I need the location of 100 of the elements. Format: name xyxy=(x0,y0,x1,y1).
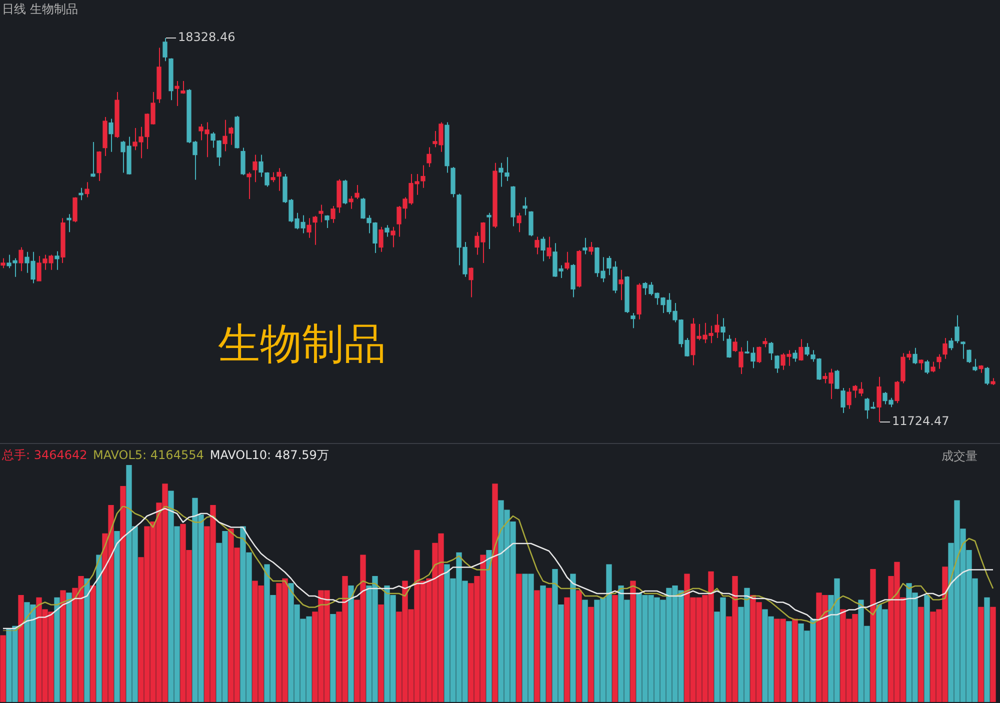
candlestick xyxy=(342,179,348,205)
candlestick xyxy=(378,226,384,252)
bar xyxy=(792,618,798,702)
candlestick xyxy=(738,346,744,374)
bar xyxy=(612,595,618,702)
bar xyxy=(540,586,546,702)
bar xyxy=(18,595,24,702)
candlestick xyxy=(540,236,546,262)
bar xyxy=(66,592,72,702)
candlestick xyxy=(468,267,474,298)
bar xyxy=(90,586,96,702)
candlestick xyxy=(732,337,738,352)
candlestick xyxy=(930,361,936,373)
candlestick xyxy=(318,204,324,223)
text: 总手: 3464642 xyxy=(2,448,88,462)
candlestick xyxy=(516,212,522,233)
candlestick xyxy=(762,337,768,348)
candlestick xyxy=(54,250,60,270)
annotation: 18328.46 xyxy=(178,30,236,44)
candlestick xyxy=(834,369,840,390)
candlestick xyxy=(564,251,570,270)
chart-title: 日线 生物制品 xyxy=(2,1,78,18)
bar xyxy=(546,588,552,702)
candlestick xyxy=(210,132,216,148)
candlestick xyxy=(714,314,720,338)
candlestick xyxy=(354,184,360,200)
candlestick xyxy=(912,347,918,365)
candlestick xyxy=(726,334,732,358)
bar xyxy=(114,531,120,702)
candlestick xyxy=(960,340,966,360)
bar xyxy=(588,606,594,702)
candlestick xyxy=(270,172,276,183)
candlestick xyxy=(96,150,102,182)
bar xyxy=(348,586,354,702)
candlestick xyxy=(312,215,318,246)
candlestick xyxy=(348,196,354,210)
candlestick xyxy=(306,218,312,238)
text: MAVOL10: 487.59万 xyxy=(210,448,329,462)
candlestick xyxy=(798,338,804,362)
candlestick xyxy=(486,212,492,250)
candlestick xyxy=(240,147,246,176)
bar xyxy=(918,606,924,702)
candlestick xyxy=(264,172,270,188)
bar xyxy=(330,614,336,702)
candlestick xyxy=(720,318,726,342)
candlestick xyxy=(894,380,900,404)
candlestick xyxy=(246,172,252,200)
bar xyxy=(54,597,60,702)
candlestick xyxy=(162,38,168,62)
candlestick xyxy=(528,210,534,237)
candlestick xyxy=(390,226,396,248)
candlestick xyxy=(792,350,798,362)
candlestick xyxy=(330,205,336,224)
bar xyxy=(990,606,996,702)
candlestick xyxy=(768,342,774,361)
annotation: 生物制品 xyxy=(218,318,386,370)
candlestick xyxy=(222,119,228,152)
bar xyxy=(978,606,984,702)
bar xyxy=(0,635,6,702)
candlestick xyxy=(324,214,330,229)
candlestick xyxy=(216,140,222,166)
bar xyxy=(516,574,522,702)
bar xyxy=(60,590,66,702)
candlestick xyxy=(276,168,282,192)
candlestick xyxy=(582,237,588,255)
candlestick xyxy=(840,387,846,414)
candlestick xyxy=(18,246,24,272)
candlestick xyxy=(942,337,948,360)
candlestick xyxy=(522,196,528,216)
candlestick xyxy=(984,366,990,386)
bar xyxy=(120,486,126,702)
bar xyxy=(96,554,102,702)
candlestick xyxy=(504,156,510,182)
candlestick xyxy=(498,162,504,188)
candlestick xyxy=(756,346,762,364)
candlestick xyxy=(924,360,930,374)
candlestick xyxy=(972,358,978,372)
candlestick xyxy=(180,80,186,94)
bar xyxy=(492,484,498,702)
candlestick xyxy=(846,387,852,410)
bar xyxy=(534,590,540,702)
bar xyxy=(564,597,570,702)
candlestick xyxy=(90,141,96,178)
bar xyxy=(870,568,876,702)
bar xyxy=(786,621,792,702)
bar xyxy=(924,595,930,702)
candlestick xyxy=(228,126,234,146)
candlestick xyxy=(108,118,114,152)
candlestick xyxy=(546,236,552,260)
candlestick xyxy=(72,196,78,223)
text: 成交量 xyxy=(940,448,978,465)
candlestick xyxy=(630,312,636,329)
annotation: 11724.47 xyxy=(892,414,950,428)
candlestick xyxy=(804,342,810,356)
candlestick xyxy=(966,349,972,364)
candlestick xyxy=(426,146,432,168)
candlestick xyxy=(618,269,624,301)
candlestick xyxy=(252,154,258,183)
candlestick xyxy=(0,258,6,269)
bar xyxy=(582,600,588,702)
